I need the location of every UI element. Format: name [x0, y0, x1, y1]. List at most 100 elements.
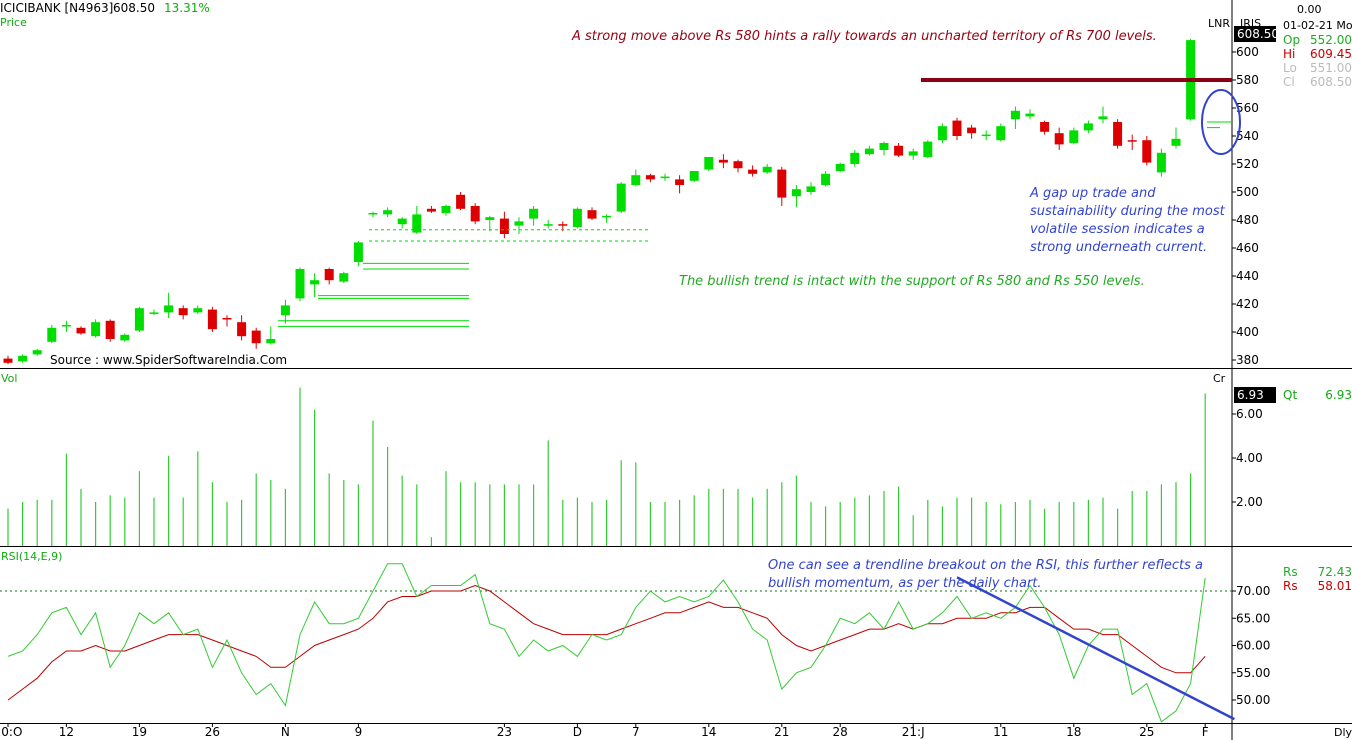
rsi-tick-label: 50.00	[1236, 693, 1270, 707]
candle	[631, 175, 640, 185]
annotation-rsi: One can see a trendline breakout on the …	[768, 558, 1203, 591]
price-tick-label: 440	[1236, 269, 1259, 283]
rsi-tick-label: 55.00	[1236, 666, 1270, 680]
candle	[325, 269, 334, 280]
date-tick-label: 11	[993, 725, 1008, 739]
candle	[602, 216, 611, 218]
candle	[1142, 140, 1151, 162]
candle	[266, 339, 275, 343]
rsi-axis: 50.00 55.00 60.00 65.00 70.00	[0, 584, 1270, 707]
candle	[1040, 122, 1049, 132]
price-axis: 380 400 420 440 460 480 500 520 540 560 580 600	[1232, 45, 1259, 367]
rsi-tick-label: 60.00	[1236, 639, 1270, 653]
rsi-series	[8, 564, 1234, 722]
candle	[33, 350, 42, 354]
candle	[544, 224, 553, 226]
candle	[398, 219, 407, 225]
candle	[310, 280, 319, 284]
candle	[982, 135, 991, 137]
candle	[894, 146, 903, 156]
rsi-legend-value-2: 58.01	[1318, 579, 1352, 593]
candle	[77, 328, 86, 334]
candle	[120, 335, 129, 341]
date-tick-label: 18	[1066, 725, 1081, 739]
candle	[281, 305, 290, 315]
candle	[1026, 114, 1035, 117]
candle	[500, 219, 509, 234]
price-tick-label: 420	[1236, 297, 1259, 311]
candle	[4, 359, 13, 363]
ohlc-label-close: Cl	[1283, 75, 1295, 89]
date-tick-label: N	[281, 725, 290, 739]
candle	[150, 312, 159, 314]
candle	[588, 210, 597, 218]
rsi-tick-label: 65.00	[1236, 611, 1270, 625]
date-tick-label: 25	[1139, 725, 1154, 739]
candle	[763, 167, 772, 173]
price-tick-label: 480	[1236, 213, 1259, 227]
annotation-gap-up: A gap up trade and sustainability during…	[1029, 186, 1226, 255]
candle	[1069, 130, 1078, 143]
annotation-gap-up-line-2: sustainability during the most	[1030, 204, 1226, 219]
rsi-legend-label-1: Rs	[1283, 565, 1298, 579]
annotation-gap-up-line-4: strong underneath current.	[1030, 240, 1207, 255]
candle	[91, 322, 100, 336]
date-tick-label: 7	[632, 725, 640, 739]
candle	[719, 160, 728, 163]
rsi-legend: Rs 72.43 Rs 58.01	[1283, 565, 1352, 593]
volume-unit: Cr	[1213, 372, 1226, 385]
price-tick-label: 380	[1236, 353, 1259, 367]
volume-tick-label: 2.00	[1236, 495, 1263, 509]
candle	[792, 189, 801, 196]
candle	[1011, 111, 1020, 119]
candle	[967, 128, 976, 134]
volume-marker-text: 6.93	[1237, 388, 1264, 402]
candle	[47, 328, 56, 342]
candle	[748, 170, 757, 174]
candle	[456, 195, 465, 209]
candle	[223, 318, 232, 320]
ohlc-label-open: Op	[1283, 33, 1300, 47]
ohlc-value-high: 609.45	[1310, 47, 1352, 61]
price-tick-label: 500	[1236, 185, 1259, 199]
rsi-trendline	[957, 577, 1234, 719]
date-axis: 20:O121926N923D714212821:J111825FDly	[0, 723, 1352, 739]
volume-qt-value: 6.93	[1325, 388, 1352, 402]
candle	[646, 175, 655, 179]
ohlc-label-high: Hi	[1283, 47, 1295, 61]
candle	[529, 209, 538, 219]
percent-change: 13.31%	[164, 1, 210, 15]
last-price-marker-text: 608.50	[1237, 27, 1279, 41]
candle	[734, 161, 743, 168]
candle	[996, 126, 1005, 140]
rsi-legend-label-2: Rs	[1283, 579, 1298, 593]
price-tick-label: 400	[1236, 325, 1259, 339]
candle	[690, 171, 699, 181]
date-tick-label: 26	[205, 725, 220, 739]
date-tick-label: 28	[833, 725, 848, 739]
annotation-gap-up-line-3: volatile session indicates a	[1030, 222, 1205, 237]
x-axis-unit: Dly	[1334, 726, 1352, 739]
date-tick-label: D	[573, 725, 582, 739]
annotation-gap-up-line-1: A gap up trade and	[1029, 186, 1156, 201]
candle	[339, 273, 348, 281]
candle	[704, 157, 713, 170]
candle	[1113, 122, 1122, 146]
candle	[164, 305, 173, 312]
date-tick-label: 20:O	[0, 725, 22, 739]
candle	[821, 174, 830, 185]
date-tick-label: 12	[59, 725, 74, 739]
date-tick-label: 21:J	[902, 725, 925, 739]
volume-qt-label: Qt	[1283, 388, 1297, 402]
candle	[18, 356, 27, 362]
volume-label: Vol	[1, 372, 17, 385]
candle	[1172, 139, 1181, 146]
top-value: 0.00	[1297, 3, 1322, 16]
candle	[880, 143, 889, 150]
candle	[1055, 133, 1064, 144]
candle	[558, 224, 567, 226]
indicator-tag: LNR	[1208, 17, 1230, 30]
last-price: 608.50	[113, 1, 155, 15]
